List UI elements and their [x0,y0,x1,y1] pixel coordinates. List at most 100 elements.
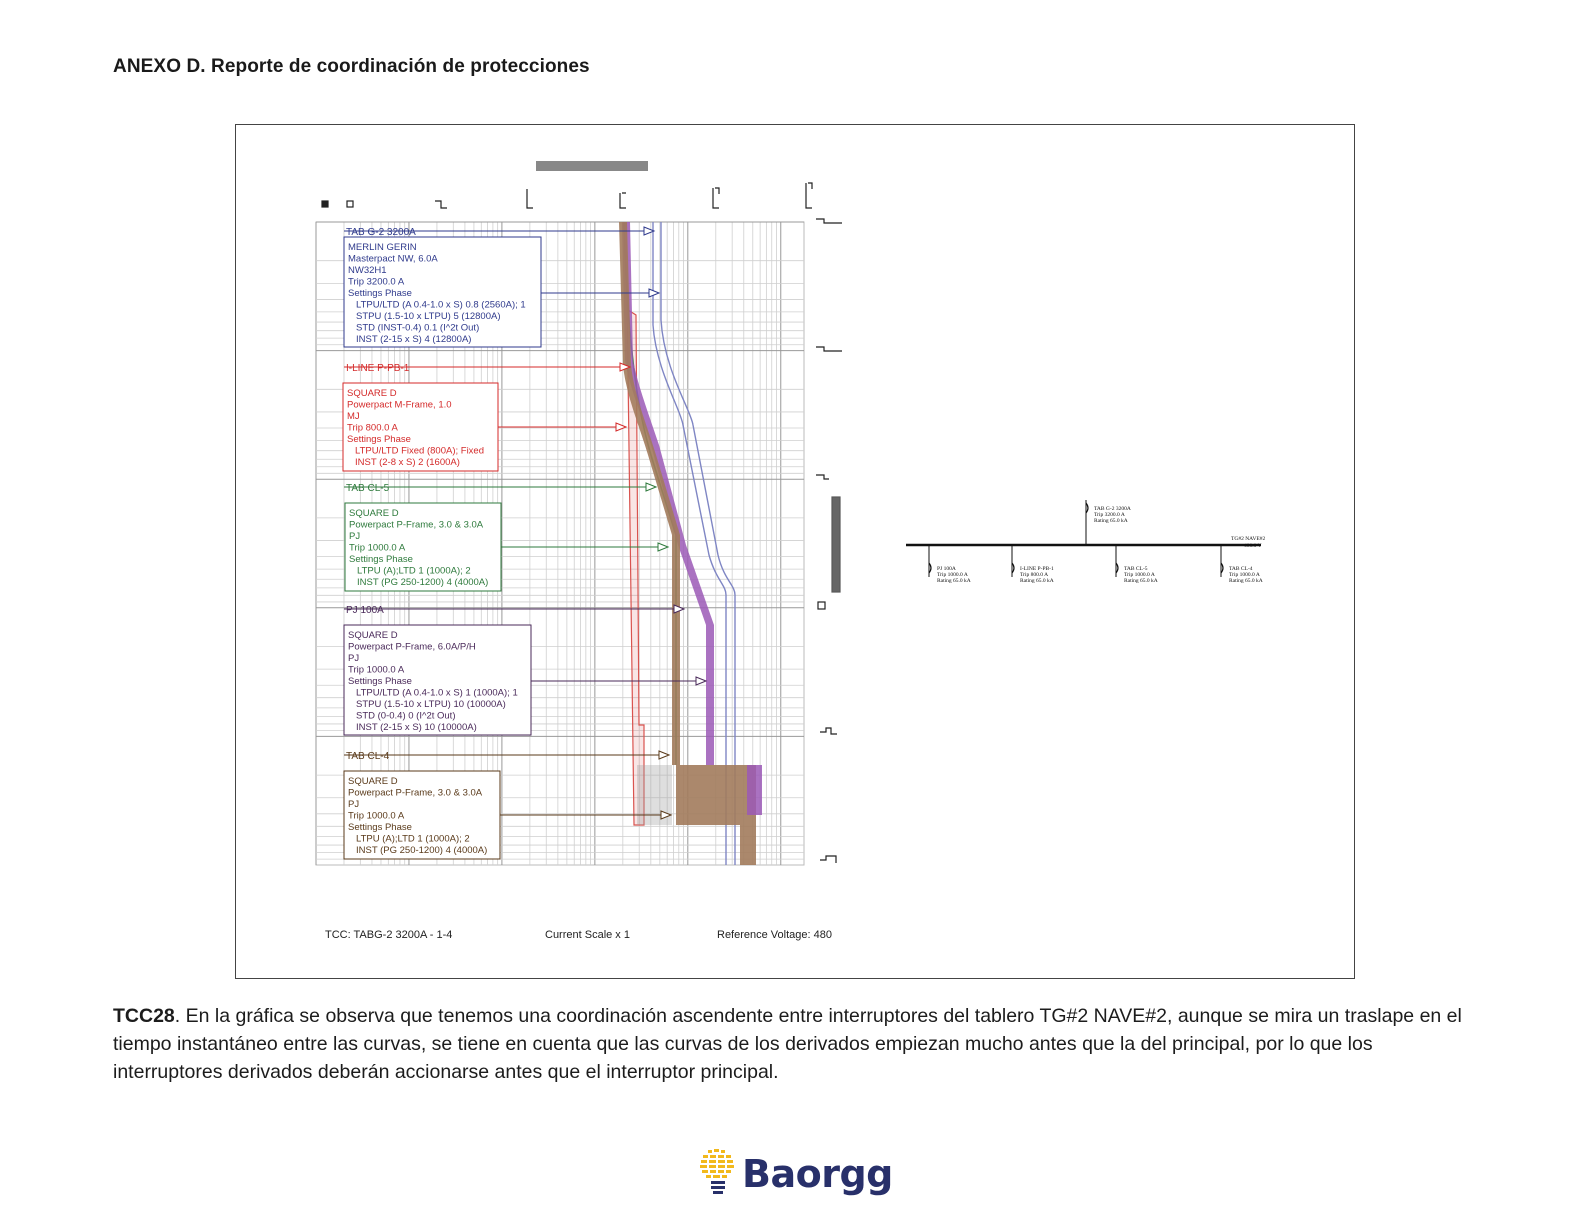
device-setting-line: INST (2-15 x S) 4 (12800A) [356,334,471,345]
bulb-icon [700,1149,734,1194]
device-tag: TAB CL-5 [346,483,390,494]
device-setting-line: SQUARE D [348,776,398,787]
top-markers [321,182,813,209]
device-tag-arrow [673,604,686,614]
feeder-breaker-text: Trip 800.0 A [1020,572,1048,578]
device-settings-box [343,624,532,736]
device-tag-arrow [619,362,632,372]
curve-main-tabg2 [652,222,727,865]
feeder-breaker-text: Rating 65.0 kA [1229,578,1263,584]
tcc-footer-voltage: Reference Voltage: 480 [717,929,832,941]
chart-header-blurred [536,161,648,171]
curve-main-tabg2-upper [660,222,736,865]
device-setting-line: Trip 1000.0 A [348,811,405,822]
device-settings-box [344,502,502,592]
device-settings-box [343,770,501,860]
device-setting-line: INST (2-15 x S) 10 (10000A) [356,722,477,733]
device-setting-line: PJ [348,653,359,664]
device-setting-line: Trip 1000.0 A [349,543,406,554]
device-setting-line: INST (PG 250-1200) 4 (4000A) [357,577,488,588]
feeder-breaker-text: I-LINE P-PB-1 [1020,566,1054,572]
feeder-breaker-text: Rating 65.0 kA [937,578,971,584]
device-setting-arrowhead [648,288,661,298]
device-setting-line: Powerpact P-Frame, 3.0 & 3.0A [349,520,484,531]
device-setting-line: Powerpact P-Frame, 3.0 & 3.0A [348,788,483,799]
device-setting-line: Powerpact P-Frame, 6.0A/P/H [348,642,476,653]
device-setting-line: Trip 3200.0 A [348,277,405,288]
device-setting-line: Trip 800.0 A [347,423,399,434]
device-setting-line: Settings Phase [348,676,412,687]
device-setting-line: Settings Phase [349,554,413,565]
breaker-icon [928,562,932,574]
curve-tab-cl4 [619,222,756,865]
device-setting-line: INST (PG 250-1200) 4 (4000A) [356,845,487,856]
device-tag: PJ 100A [346,605,384,616]
device-tag: TAB G-2 3200A [346,227,416,238]
device-setting-line: STPU (1.5-10 x LTPU) 5 (12800A) [356,311,501,322]
device-setting-line: Settings Phase [347,434,411,445]
right-blurred-label [831,496,841,593]
device-tag-arrow [643,226,656,236]
feeder-breaker-text: TAB CL-4 [1229,566,1253,572]
device-setting-line: SQUARE D [347,388,397,399]
device-setting-line: PJ [348,799,359,810]
device-tag: I-LINE P-PB-1 [346,363,410,374]
device-setting-line: Masterpact NW, 6.0A [348,254,438,265]
feeder-breaker-text: Rating 65.0 kA [1020,578,1054,584]
tcc-curves [619,221,762,865]
device-setting-arrowhead [615,422,628,432]
caption-lead: TCC28 [113,1005,175,1027]
device-setting-line: LTPU (A);LTD 1 (1000A); 2 [357,566,471,577]
device-tag-arrow [658,750,671,760]
device-tag: TAB CL-4 [346,751,390,762]
device-setting-line: PJ [349,531,360,542]
breaker-icon [1085,502,1089,514]
device-setting-line: Settings Phase [348,288,412,299]
device-setting-line: SQUARE D [348,630,398,641]
curve-pj100a [622,222,714,765]
device-setting-line: STD (INST-0.4) 0.1 (I^2t Out) [356,323,479,334]
device-setting-line: LTPU/LTD (A 0.4-1.0 x S) 0.8 (2560A); 1 [356,300,526,311]
main-breaker-text: TAB G-2 3200A [1094,506,1131,512]
device-setting-line: MERLIN GERIN [348,242,417,253]
device-setting-line: LTPU/LTD Fixed (800A); Fixed [355,446,484,457]
brand-logo: Baorgg [698,1148,898,1204]
device-setting-line: STPU (1.5-10 x LTPU) 10 (10000A) [356,699,506,710]
device-setting-line: MJ [347,411,360,422]
device-settings-box [343,236,542,348]
figure-caption: TCC28. En la gráfica se observa que tene… [113,1002,1481,1086]
device-setting-arrowhead [660,810,673,820]
tcc-figure: TAB G-2 3200A MERLIN GERIN Masterpact NW, … [235,124,1355,979]
caption-text: . En la gráfica se observa que tenemos u… [113,1005,1462,1083]
main-breaker-text: Rating 65.0 kA [1094,518,1128,524]
device-setting-arrowhead [695,676,708,686]
feeder-breaker-text: Trip 1000.0 A [1229,572,1260,578]
tcc-footer-name: TCC: TABG-2 3200A - 1-4 [325,929,452,941]
device-setting-line: INST (2-8 x S) 2 (1600A) [355,457,460,468]
device-setting-line: NW32H1 [348,265,387,276]
device-setting-line: Powerpact M-Frame, 1.0 [347,400,452,411]
feeder-breaker-text: PJ 100A [937,566,956,572]
right-markers [816,218,842,863]
device-setting-arrowhead [657,542,670,552]
feeder-breaker-text: TAB CL-5 [1124,566,1148,572]
device-setting-line: LTPU (A);LTD 1 (1000A); 2 [356,834,470,845]
device-setting-line: LTPU/LTD (A 0.4-1.0 x S) 1 (1000A); 1 [356,688,518,699]
breaker-icon [1220,562,1224,574]
breaker-icon [1011,562,1015,574]
bus-label: TG#2 NAVE#2 [1231,536,1266,542]
device-setting-line: STD (0-0.4) 0 (I^2t Out) [356,711,455,722]
curve-pj100a-inst [747,765,762,815]
feeder-breaker-text: Trip 1000.0 A [1124,572,1155,578]
device-setting-line: Trip 1000.0 A [348,665,405,676]
tcc-footer-scale: Current Scale x 1 [545,929,630,941]
breaker-icon [1115,562,1119,574]
document-title: ANEXO D. Reporte de coordinación de prot… [113,56,590,77]
